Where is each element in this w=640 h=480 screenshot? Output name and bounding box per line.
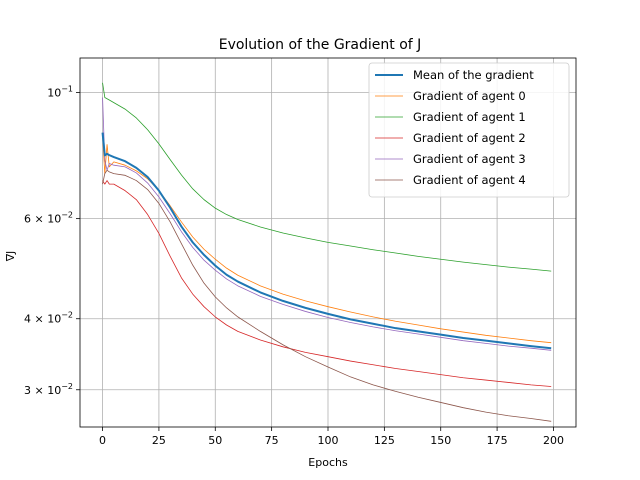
legend-label: Gradient of agent 3 (413, 152, 526, 166)
y-tick-label-exponent: −2 (61, 211, 73, 220)
y-tick-label-base: 3 × 10 (24, 384, 61, 397)
y-tick-label-base: 10 (47, 87, 61, 100)
legend-label: Gradient of agent 4 (413, 173, 526, 187)
chart-title: Evolution of the Gradient of J (219, 37, 422, 53)
x-tick-label: 200 (543, 434, 564, 447)
x-tick-label: 125 (374, 434, 395, 447)
y-tick-label-exponent: −1 (61, 85, 73, 94)
x-axis-label: Epochs (308, 456, 348, 469)
y-tick-label: 4 × 10−2 (24, 311, 73, 326)
x-tick-label: 50 (208, 434, 222, 447)
y-tick-label-base: 6 × 10 (24, 213, 61, 226)
y-tick-label: 6 × 10−2 (24, 211, 73, 226)
y-tick-label-exponent: −2 (61, 382, 73, 391)
legend-label: Gradient of agent 2 (413, 131, 526, 145)
x-tick-label: 25 (152, 434, 166, 447)
series-line-5 (102, 169, 552, 422)
x-tick-label: 150 (430, 434, 451, 447)
x-tick-label: 175 (487, 434, 508, 447)
series-lines (101, 82, 552, 422)
y-tick-label-base: 4 × 10 (24, 313, 61, 326)
legend-label: Mean of the gradient (413, 68, 534, 82)
legend: Mean of the gradient Gradient of agent 0 G… (368, 62, 570, 198)
series-line-4 (102, 97, 552, 351)
y-axis-ticks: 3 × 10−24 × 10−26 × 10−210−1 (24, 85, 80, 397)
legend-label: Gradient of agent 1 (413, 110, 526, 124)
y-axis-label: ∇J (4, 251, 17, 263)
series-line-0 (101, 132, 552, 350)
y-tick-label-exponent: −2 (61, 311, 73, 320)
legend-label: Gradient of agent 0 (413, 89, 526, 103)
series-line-3 (102, 180, 552, 387)
x-tick-label: 75 (265, 434, 279, 447)
x-tick-label: 0 (99, 434, 106, 447)
x-tick-label: 100 (318, 434, 339, 447)
y-tick-label: 10−1 (47, 85, 73, 100)
y-tick-label: 3 × 10−2 (24, 382, 73, 397)
series-line-2 (102, 82, 552, 272)
x-axis-ticks: 0 25 50 75 100 125 150 175 200 (99, 427, 564, 447)
series-line-1 (102, 135, 552, 344)
legend-box (368, 62, 570, 198)
